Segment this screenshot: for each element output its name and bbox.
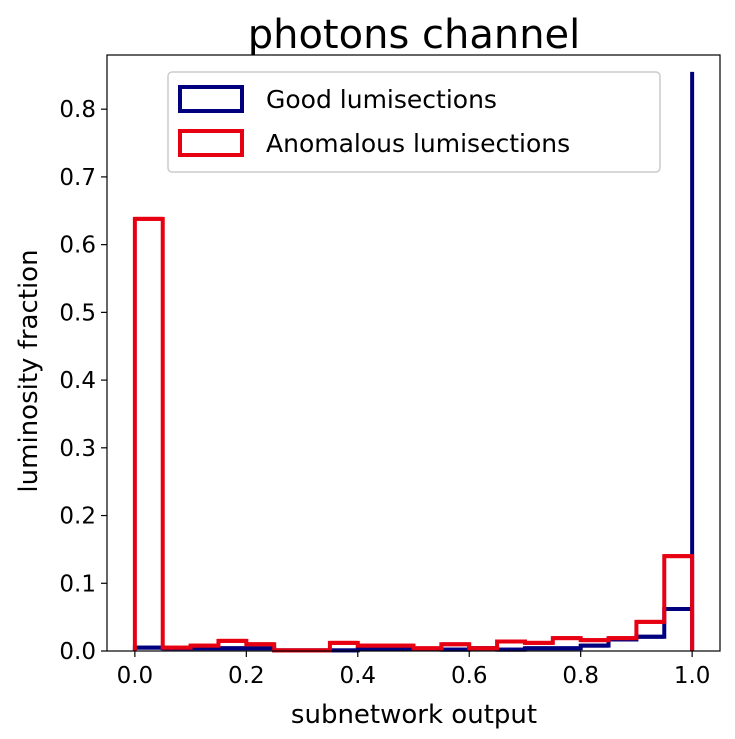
y-axis-label: luminosity fraction xyxy=(14,249,44,492)
chart-title: photons channel xyxy=(248,12,581,58)
y-tick-label: 0.8 xyxy=(59,97,96,123)
legend-swatch xyxy=(178,85,244,113)
histogram-outline xyxy=(132,216,695,653)
x-tick-label: 0.2 xyxy=(228,663,265,689)
x-tick-label: 0.8 xyxy=(562,663,599,689)
series-layer xyxy=(132,71,695,653)
y-tick-label: 0.1 xyxy=(59,571,96,597)
y-tick-label: 0.2 xyxy=(59,504,96,530)
legend: Good lumisections Anomalous lumisections xyxy=(167,71,661,173)
x-tick-label: 1.0 xyxy=(674,663,711,689)
y-tick-label: 0.7 xyxy=(59,165,96,191)
legend-label: Anomalous lumisections xyxy=(266,129,570,158)
legend-swatch xyxy=(178,129,244,157)
x-tick-label: 0.4 xyxy=(339,663,376,689)
legend-label: Good lumisections xyxy=(266,85,497,114)
legend-frame xyxy=(167,71,661,173)
x-tick-label: 0.6 xyxy=(451,663,488,689)
axes-layer: 0.0 0.2 0.4 0.6 0.8 1.0 0.0 0.1 0.2 0.3 0.4 0.5 0.6 0… xyxy=(59,54,721,689)
x-axis-label: subnetwork output xyxy=(291,700,537,730)
series-group xyxy=(132,216,695,653)
y-tick-label: 0.6 xyxy=(59,233,96,259)
y-tick-label: 0.4 xyxy=(59,368,96,394)
y-tick-label: 0.5 xyxy=(59,300,96,326)
plot-frame xyxy=(106,54,721,652)
x-tick-label: 0.0 xyxy=(117,663,154,689)
y-tick-label: 0.3 xyxy=(59,436,96,462)
y-tick-label: 0.0 xyxy=(59,639,96,665)
